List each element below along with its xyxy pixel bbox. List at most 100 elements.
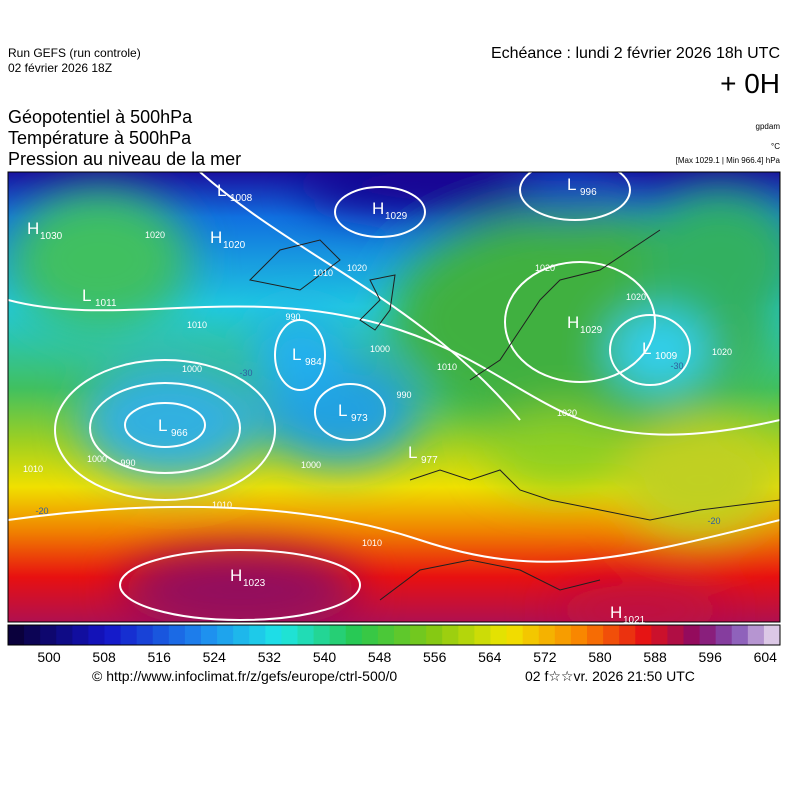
source: © http://www.infoclimat.fr/z/gefs/europe… [92, 668, 398, 684]
colorbar-tick-label: 500 [37, 649, 61, 665]
center-value: 1009 [655, 351, 678, 362]
center-letter: H [610, 603, 622, 622]
colorbar-swatch [72, 625, 89, 645]
colorbar-tick-label: 596 [699, 649, 723, 665]
colorbar-swatch [56, 625, 73, 645]
isobar-label: 1020 [626, 292, 646, 302]
isobar-label: 1020 [535, 263, 555, 273]
isobar-label: 1020 [347, 263, 367, 273]
isobar-label: 1020 [712, 347, 732, 357]
colorbar-swatch [24, 625, 41, 645]
center-value: 996 [580, 187, 597, 198]
center-letter: L [292, 345, 301, 364]
colorbar-swatch [635, 625, 652, 645]
colorbar-swatch [538, 625, 556, 645]
isobars [8, 172, 780, 621]
colorbar-swatch [651, 625, 668, 645]
colorbar-tick-label: 540 [313, 649, 337, 665]
coastlines [248, 229, 780, 601]
center-value: 973 [351, 413, 368, 424]
field-shading [8, 172, 780, 622]
lead-time: + 0H [720, 68, 780, 99]
center-letter: L [82, 286, 91, 305]
isobar-label: 1010 [212, 500, 232, 510]
colorbar-swatch [763, 625, 781, 645]
colorbar-swatch [554, 625, 572, 645]
colorbar-swatch [490, 625, 508, 645]
isobar-label: -20 [707, 516, 720, 526]
isobar-label: 1010 [437, 362, 457, 372]
center-value: 966 [171, 428, 188, 439]
colorbar-swatch [747, 625, 765, 645]
center-value: 1023 [243, 578, 266, 589]
colorbar-tick-label: 524 [203, 649, 227, 665]
center-letter: L [567, 175, 576, 194]
isobar-label: 1010 [187, 320, 207, 330]
colorbar-swatch [8, 625, 25, 645]
colorbar-swatch [474, 625, 491, 645]
colorbar-swatch [233, 625, 250, 645]
field: Pression au niveau de la mer [8, 149, 242, 169]
generated: 02 f☆☆vr. 2026 21:50 UTC [525, 668, 695, 684]
colorbar-swatch [394, 625, 411, 645]
center-letter: H [372, 199, 384, 218]
center-value: 1011 [95, 298, 117, 309]
colorbar-swatch [265, 625, 282, 645]
colorbar-swatch [715, 625, 733, 645]
isobar-label: 990 [120, 458, 135, 468]
isobar-label: 1000 [301, 460, 321, 470]
colorbar-frame [7, 624, 781, 646]
colorbar-swatch [249, 625, 266, 645]
isobar-label: 990 [285, 312, 300, 322]
center-value: 1008 [230, 193, 253, 204]
center-letter: L [338, 401, 347, 420]
colorbar-tick-label: 548 [368, 649, 392, 665]
colorbar-swatch [587, 625, 604, 645]
run-name: Run GEFS (run controle) [8, 46, 141, 60]
colorbar-swatch [683, 625, 701, 645]
colorbar-tick-label: 604 [754, 649, 778, 665]
center-value: 1030 [40, 231, 63, 242]
colorbar-swatch [297, 625, 315, 645]
colorbar-swatch [426, 625, 443, 645]
isobar-label: 1020 [557, 408, 577, 418]
map-frame [7, 171, 781, 623]
colorbar-tick-label: 572 [533, 649, 557, 665]
isobar-label: -30 [670, 361, 683, 371]
unit: gpdam [755, 122, 780, 131]
colorbar-tick-label: 580 [588, 649, 612, 665]
center-value: 1029 [385, 211, 408, 222]
center-letter: H [567, 313, 579, 332]
field: Géopotentiel à 500hPa [8, 107, 193, 127]
colorbar-swatch [329, 625, 347, 645]
colorbar-swatch [201, 625, 218, 645]
isobar-label: -20 [35, 506, 48, 516]
colorbar-swatch [88, 625, 105, 645]
colorbar-swatch [506, 625, 524, 645]
colorbar-tick-label: 564 [478, 649, 502, 665]
colorbar-tick-label: 516 [148, 649, 172, 665]
colorbar-swatch [731, 625, 749, 645]
center-value: 984 [305, 357, 322, 368]
field: Température à 500hPa [8, 128, 192, 148]
center-letter: L [642, 339, 651, 358]
colorbar-swatch [377, 625, 395, 645]
colorbar-swatch [667, 625, 684, 645]
center-letter: L [217, 181, 226, 200]
colorbar-swatch [619, 625, 636, 645]
colorbar-tick-label: 532 [258, 649, 282, 665]
isobar-label: -30 [239, 368, 252, 378]
center-value: 1021 [623, 615, 646, 626]
isobar-label: 990 [396, 390, 411, 400]
colorbar-swatch [281, 625, 298, 645]
center-letter: L [408, 443, 417, 462]
colorbar-swatch [442, 625, 459, 645]
center-letter: L [158, 416, 167, 435]
colorbar-swatch [40, 625, 57, 645]
colorbar-swatch [152, 625, 170, 645]
colorbar-swatch [136, 625, 154, 645]
colorbar-tick-label: 508 [92, 649, 116, 665]
center-value: 1020 [223, 240, 246, 251]
unit: °C [771, 142, 780, 151]
